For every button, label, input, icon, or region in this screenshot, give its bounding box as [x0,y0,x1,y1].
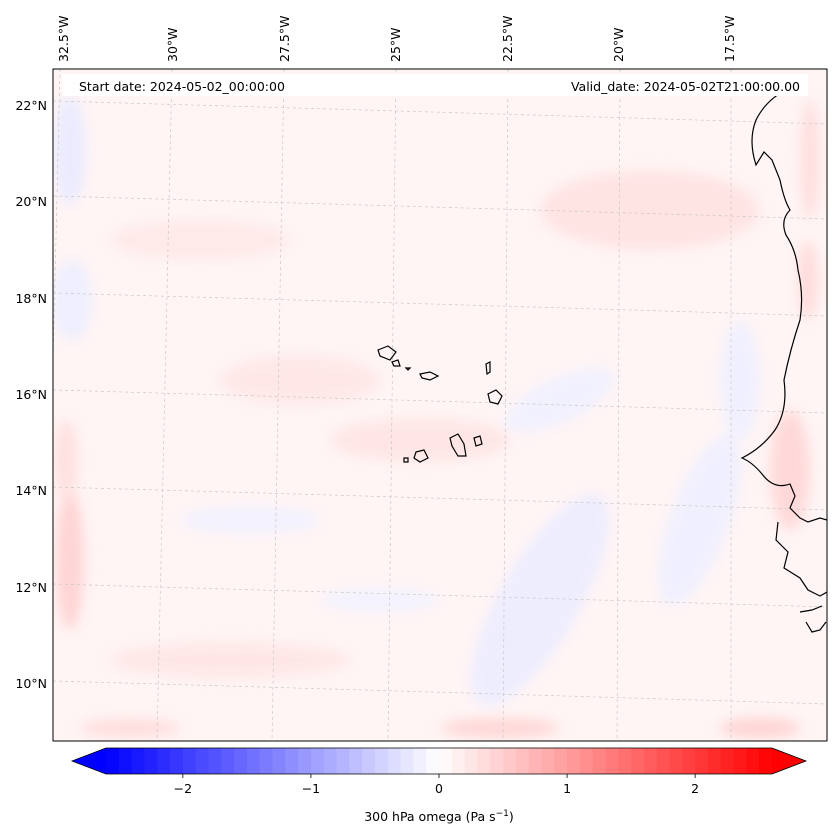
colorbar-segment [387,748,402,774]
colorbar-segment [451,748,466,774]
santo-antao-island [377,345,397,361]
colorbar-segment [195,748,210,774]
colorbar-segment [707,748,722,774]
colorbar-tick-label: 1 [563,781,571,796]
colorbar-segment [682,748,696,774]
colorbar-segment [515,748,530,774]
colorbar-segment [374,748,389,774]
colorbar-segment [439,748,453,774]
colorbar-segment [323,748,338,774]
colorbar-segment [157,748,171,774]
maio-island [473,435,483,447]
colorbar-segment [246,748,261,774]
colorbar-segment [234,748,248,774]
colorbar: −2 −1 0 1 2 300 hPa omega (Pa s−1) [70,747,808,824]
colorbar-segment [720,748,735,774]
colorbar-segment [221,748,235,774]
start-date: Start date: 2024-05-02_00:00:00 [79,79,285,94]
colorbar-segment [272,748,286,774]
colorbar-segment [182,748,197,774]
lat-label: 14°N [15,483,47,498]
date-box [62,74,808,96]
colorbar-tick-label: 0 [435,781,443,796]
lat-label: 20°N [15,194,47,209]
colorbar-segment [541,748,555,774]
colorbar-segment [528,748,543,774]
colorbar-segment [208,748,222,774]
valid-date: Valid_date: 2024-05-02T21:00:00.00 [571,79,800,94]
colorbar-extend-min [72,748,106,774]
colorbar-segment [298,748,312,774]
colorbar-segment [400,748,414,774]
colorbar-segment [490,748,504,774]
colorbar-segment [259,748,274,774]
colorbar-segment [733,748,747,774]
colorbar-segment [131,748,146,774]
colorbar-segment [106,748,120,774]
colorbar-segments [106,748,773,774]
sao-vicente-island [391,359,401,367]
colorbar-label: 300 hPa omega (Pa s−1) [364,809,514,824]
lon-label: 32.5°W [56,16,71,62]
lon-label: 22.5°W [500,16,515,62]
colorbar-segment [170,748,184,774]
sal-island [485,361,491,376]
colorbar-segment [310,748,325,774]
brava-island [403,457,409,463]
santiago-island [449,433,467,457]
latitude-labels: 22°N 20°N 18°N 16°N 14°N 12°N 10°N [15,98,47,691]
colorbar-tick-label: 2 [691,781,699,796]
colorbar-segment [464,748,479,774]
colorbar-segment [656,748,671,774]
coastlines [377,89,827,633]
colorbar-segment [759,748,773,774]
colorbar-segment [695,748,709,774]
omega-field [53,69,827,741]
lat-label: 22°N [15,98,47,113]
colorbar-segment [362,748,376,774]
colorbar-segment [605,748,619,774]
colorbar-segment [554,748,568,774]
colorbar-segment [426,748,440,774]
longitude-labels: 32.5°W 30°W 27.5°W 25°W 22.5°W 20°W 17.5… [56,16,737,62]
colorbar-segment [618,748,632,774]
lat-label: 16°N [15,387,47,402]
colorbar-segment [643,748,658,774]
colorbar-segment [579,748,594,774]
lon-label: 20°W [611,27,626,62]
colorbar-segment [631,748,645,774]
lat-label: 18°N [15,291,47,306]
colorbar-extend-max [772,748,806,774]
santa-luzia-island [404,367,412,371]
colorbar-segment [592,748,607,774]
colorbar-segment [349,748,363,774]
map-frame [52,68,828,742]
fogo-island [413,449,429,463]
lat-label: 10°N [15,676,47,691]
colorbar-segment [118,748,133,774]
boa-vista-island [487,389,503,405]
colorbar-outline [70,747,808,775]
colorbar-segment [144,748,158,774]
sao-nicolau-island [419,371,440,381]
lat-label: 12°N [15,580,47,595]
colorbar-segment [746,748,760,774]
colorbar-ticks: −2 −1 0 1 2 [174,774,699,796]
colorbar-segment [503,748,517,774]
lon-label: 17.5°W [722,16,737,62]
graticule [53,69,827,741]
colorbar-segment [477,748,491,774]
lon-label: 25°W [388,27,403,62]
lon-label: 30°W [165,27,180,62]
colorbar-segment [567,748,581,774]
colorbar-segment [336,748,350,774]
africa-coastline [740,89,827,633]
lon-label: 27.5°W [277,16,292,62]
colorbar-tick-label: −2 [174,781,192,796]
colorbar-tick-label: −1 [302,781,320,796]
colorbar-segment [285,748,299,774]
colorbar-segment [413,748,427,774]
colorbar-segment [669,748,683,774]
